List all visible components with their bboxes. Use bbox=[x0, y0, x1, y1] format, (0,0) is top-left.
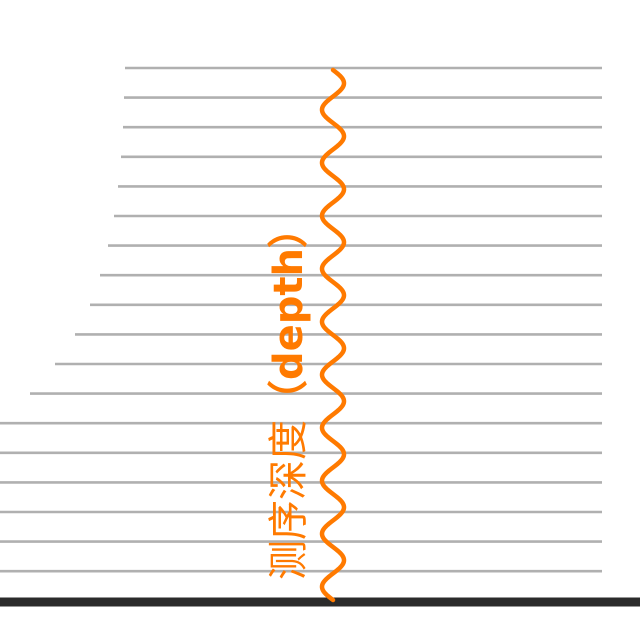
depth-label: 测序深度（depth） bbox=[266, 208, 312, 580]
depth-label-cn: 测序深度 bbox=[266, 420, 312, 580]
depth-label-en: （depth） bbox=[266, 208, 312, 420]
read-stack bbox=[0, 66, 602, 573]
depth-wave-line bbox=[319, 67, 347, 603]
